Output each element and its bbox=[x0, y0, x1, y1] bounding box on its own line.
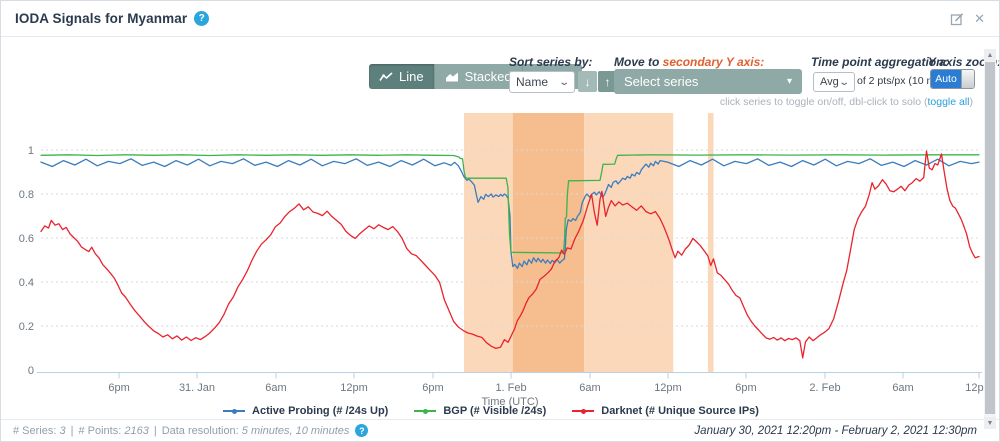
legend-marker-icon bbox=[414, 407, 437, 416]
svg-text:2. Feb: 2. Feb bbox=[809, 382, 840, 394]
y-axis-zoom-toggle-label: Auto bbox=[931, 70, 961, 88]
chevron-down-icon: ⌄ bbox=[557, 76, 570, 88]
scrollbar-thumb[interactable] bbox=[985, 62, 995, 414]
hint-suffix: ) bbox=[969, 96, 974, 108]
widget-header: IODA Signals for Myanmar ? ✕ bbox=[1, 1, 999, 37]
legend-item[interactable]: BGP (# Visible /24s) bbox=[414, 405, 546, 417]
svg-text:1: 1 bbox=[28, 145, 34, 157]
svg-text:1. Feb: 1. Feb bbox=[495, 382, 526, 394]
series-count-value: 3 bbox=[59, 424, 66, 437]
sort-descending-button[interactable]: ↓ bbox=[578, 71, 597, 92]
secondary-axis-label-prefix: Move to bbox=[614, 55, 663, 69]
legend-item[interactable]: Darknet (# Unique Source IPs) bbox=[572, 405, 759, 417]
legend-marker-icon bbox=[572, 407, 595, 416]
secondary-axis-label: Move to secondary Y axis: bbox=[614, 55, 764, 69]
points-count-label: # Points: bbox=[78, 424, 122, 437]
line-chart-button[interactable]: Line bbox=[369, 64, 435, 89]
scrollbar: ▲ ▼ bbox=[984, 49, 996, 429]
scroll-down-icon[interactable]: ▼ bbox=[984, 417, 996, 429]
sort-ascending-button[interactable]: ↑ bbox=[598, 71, 617, 92]
svg-text:0.4: 0.4 bbox=[19, 277, 34, 289]
secondary-axis-label-accent: secondary Y axis: bbox=[662, 55, 765, 69]
separator: | bbox=[70, 424, 74, 437]
legend-item[interactable]: Active Probing (# /24s Up) bbox=[223, 405, 388, 417]
legend-marker-icon bbox=[223, 407, 246, 416]
sort-series-select[interactable]: Name ⌄ bbox=[509, 71, 575, 93]
legend-label: Darknet (# Unique Source IPs) bbox=[601, 405, 759, 417]
title-help-icon[interactable]: ? bbox=[194, 11, 210, 26]
points-count-value: 2163 bbox=[124, 424, 149, 437]
stacked-chart-button[interactable]: Stacked bbox=[434, 64, 523, 89]
select-series-dropdown[interactable]: Select series ▾ bbox=[614, 69, 802, 94]
svg-text:6am: 6am bbox=[892, 382, 913, 394]
page-title: IODA Signals for Myanmar bbox=[15, 11, 188, 26]
resolution-value: 5 minutes, 10 minutes bbox=[241, 424, 350, 437]
series-toggle-hint: click series to toggle on/off, dbl-click… bbox=[720, 96, 973, 108]
svg-text:12pm: 12pm bbox=[340, 382, 368, 394]
svg-text:6pm: 6pm bbox=[422, 382, 443, 394]
svg-text:0.6: 0.6 bbox=[19, 233, 34, 245]
svg-text:31. Jan: 31. Jan bbox=[179, 382, 215, 394]
legend-label: BGP (# Visible /24s) bbox=[443, 405, 547, 417]
scroll-up-icon[interactable]: ▲ bbox=[984, 49, 996, 61]
legend: Active Probing (# /24s Up) BGP (# Visible… bbox=[1, 405, 981, 417]
svg-text:6pm: 6pm bbox=[108, 382, 129, 394]
y-axis-labels: 0 0.2 0.4 0.6 0.8 1 bbox=[19, 145, 34, 377]
svg-text:6pm: 6pm bbox=[735, 382, 756, 394]
close-icon[interactable]: ✕ bbox=[974, 11, 985, 26]
hint-text: click series to toggle on/off, dbl-click… bbox=[719, 96, 928, 108]
date-range: January 30, 2021 12:20pm - February 2, 2… bbox=[694, 425, 977, 437]
chart-plot-area[interactable] bbox=[41, 113, 979, 373]
aggregation-select[interactable]: Avg ⌄ bbox=[813, 72, 855, 92]
svg-text:0.8: 0.8 bbox=[19, 189, 34, 201]
aggregation-value: Avg bbox=[820, 76, 839, 88]
svg-text:6am: 6am bbox=[265, 382, 286, 394]
chevron-down-icon: ⌄ bbox=[837, 76, 850, 88]
y-axis-zoom-toggle[interactable]: Auto bbox=[930, 69, 975, 89]
toggle-all-link[interactable]: toggle all bbox=[927, 96, 970, 108]
stacked-button-label: Stacked bbox=[464, 69, 512, 84]
sort-series-value: Name bbox=[516, 75, 549, 89]
toggle-knob bbox=[961, 70, 974, 88]
aggregation-label: Time point aggregation: bbox=[811, 55, 948, 69]
line-chart-icon bbox=[379, 71, 393, 81]
svg-text:6am: 6am bbox=[579, 382, 600, 394]
line-button-label: Line bbox=[399, 69, 424, 84]
select-series-placeholder: Select series bbox=[624, 74, 699, 89]
sort-series-label: Sort series by: bbox=[509, 55, 593, 69]
svg-text:12pm: 12pm bbox=[654, 382, 682, 394]
separator: | bbox=[153, 424, 157, 437]
y-axis-zoom-label: Y axis zoom: bbox=[928, 55, 1000, 69]
area-chart-icon bbox=[445, 72, 458, 81]
svg-text:0.2: 0.2 bbox=[19, 321, 34, 333]
widget-footer: # Series: 3 | # Points: 2163 | Data reso… bbox=[1, 419, 999, 441]
edit-icon[interactable] bbox=[950, 12, 964, 26]
chevron-down-icon: ▾ bbox=[786, 76, 792, 87]
x-axis: 6pm 31. Jan 6am 12pm 6pm 1. Feb 6am 12pm 6pm 2. F… bbox=[37, 372, 993, 408]
svg-text:0: 0 bbox=[28, 365, 34, 377]
legend-label: Active Probing (# /24s Up) bbox=[252, 405, 389, 417]
series-count-label: # Series: bbox=[13, 424, 57, 437]
resolution-help-icon[interactable]: ? bbox=[355, 424, 369, 437]
resolution-label: Data resolution: bbox=[161, 424, 239, 437]
